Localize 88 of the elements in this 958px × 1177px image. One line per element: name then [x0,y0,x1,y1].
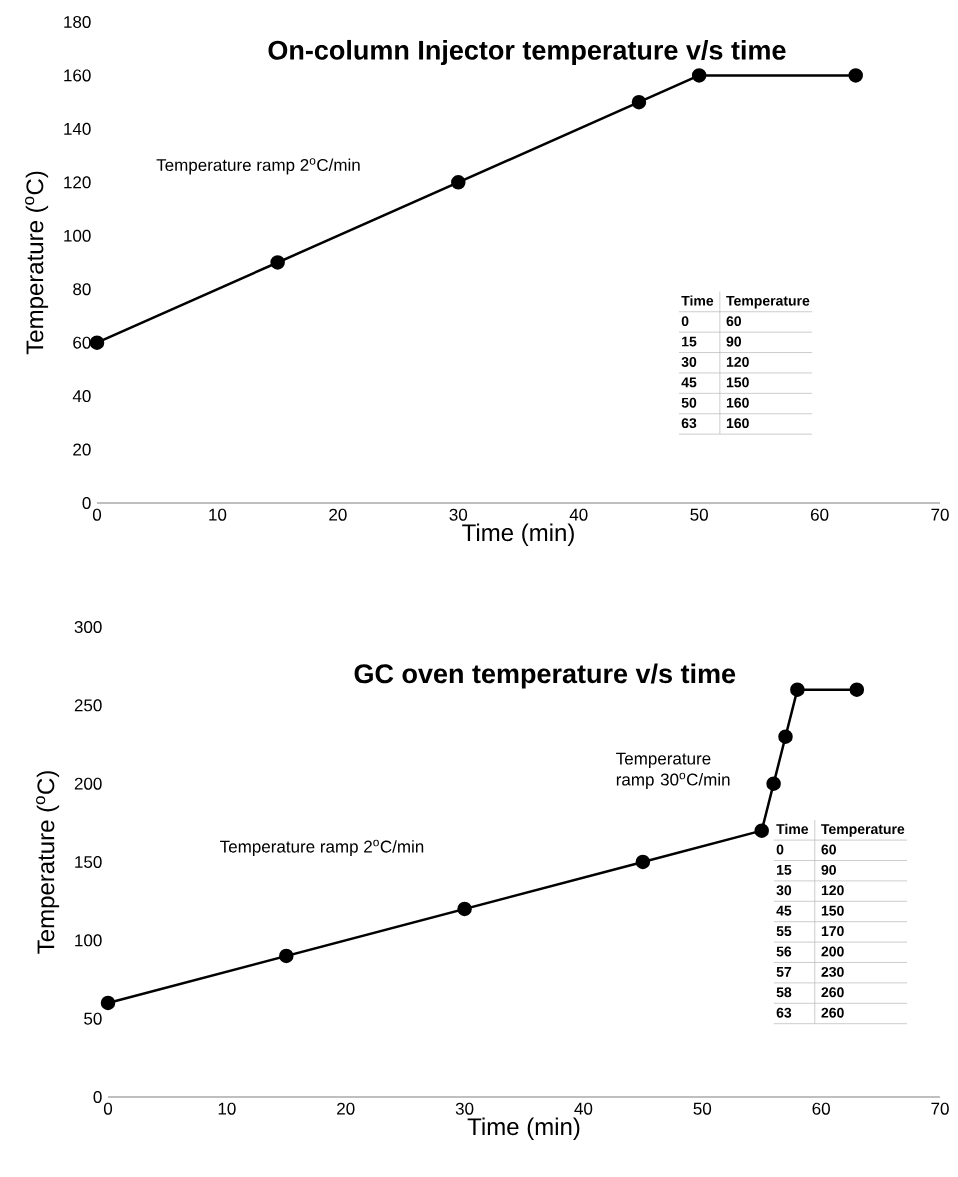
y-tick-label: 0 [93,1090,102,1104]
annotation: 30 [776,885,792,896]
x-tick-label: 20 [337,1102,355,1115]
y-tick-label: 100 [64,229,91,242]
x-tick-label: 50 [693,1102,712,1115]
annotation: 63 [776,1007,792,1018]
x-tick-label: 60 [810,508,829,521]
annotation: 150 [726,377,749,388]
annotation: Temperature ramp 2$^{o}$C/min [220,839,424,856]
annotation: 15 [682,336,697,347]
annotation: Time [681,295,714,306]
annotation: 90 [726,336,742,347]
annotation: 200 [821,946,844,957]
annotation: 0 [681,316,689,327]
x-tick-label: 70 [931,1102,949,1115]
annotation: 15 [777,865,792,875]
point [848,68,863,83]
point [766,776,781,791]
y-tick-label: 20 [73,443,91,456]
annotation: 0 [776,844,784,855]
annotation: 120 [821,885,844,896]
annotation: 230 [821,966,844,977]
x-axis-title: Time (min) [467,1117,580,1140]
annotation: 30 [681,356,697,367]
point [754,823,769,838]
y-tick-label: 40 [72,390,91,403]
annotation: 160 [726,418,749,429]
annotation: Temperature ramp 2$^{o}$C/min [156,158,360,175]
annotation: 58 [776,987,792,998]
x-tick-label: 10 [218,1102,236,1115]
x-tick-label: 30 [455,1102,474,1115]
y-tick-label: 80 [73,283,91,296]
y-tick-label: 100 [75,934,102,947]
annotation: Temperature [821,824,905,837]
y-axis-title: Temperature ($^{o}$C) [25,171,49,355]
annotation: 57 [776,967,792,977]
y-axis-title: Temperature ($^{o}$C) [36,771,60,954]
annotation: 56 [776,946,792,957]
x-tick-label: 70 [931,508,949,521]
point [100,995,116,1011]
point [849,682,865,697]
point [451,175,466,190]
annotation: 60 [821,844,836,855]
y-tick-label: 300 [74,620,102,634]
annotation: 60 [726,316,742,327]
annotation: Time [776,823,809,835]
x-tick-label: 20 [329,508,347,521]
annotation: Temperature [726,295,810,309]
y-tick-label: 250 [74,699,102,712]
point [631,94,647,110]
point [778,729,793,744]
annotation: 63 [681,418,697,429]
y-tick-label: 150 [75,855,102,869]
annotation: 55 [776,926,792,937]
annotation: 50 [681,397,697,408]
y-tick-label: 50 [84,1012,102,1025]
y-tick-label: 120 [64,176,91,189]
annotation: 90 [821,864,836,875]
x-axis-title: Time (min) [462,523,574,546]
x-tick-label: 60 [812,1102,830,1115]
text: GC oven temperature v/s time [354,663,736,689]
x-tick-label: 0 [103,1102,113,1115]
y-tick-label: 160 [64,69,91,82]
point [790,682,805,697]
annotation: 260 [821,1007,844,1018]
annotation: 160 [726,397,749,408]
x-tick-label: 40 [574,1102,593,1115]
annotation: 45 [776,905,792,916]
point [279,948,294,964]
annotation: 120 [726,356,749,367]
annotation: Temperature ramp 30$^{o}$C/min [616,752,730,789]
y-tick-label: 200 [74,777,102,790]
x-tick-label: 40 [569,508,588,521]
point [457,901,472,917]
annotation: 150 [821,905,844,916]
y-tick-label: 180 [64,15,91,29]
x-tick-label: 30 [449,508,468,521]
annotation: 45 [681,377,697,388]
point [691,68,707,83]
annotation: 170 [821,926,844,937]
point [635,854,651,870]
annotation: 260 [821,987,844,998]
point [270,255,285,270]
y-tick-label: 0 [82,496,91,510]
x-tick-label: 10 [209,508,227,521]
y-tick-label: 140 [64,122,91,135]
x-tick-label: 50 [690,508,708,521]
text: On-column Injector temperature v/s time [268,39,786,66]
